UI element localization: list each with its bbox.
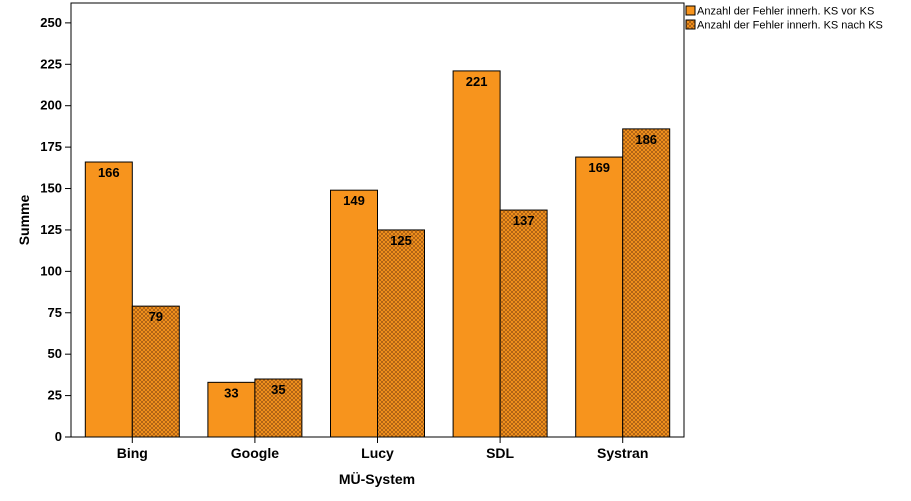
bar xyxy=(131,305,180,438)
y-tick-label: 100 xyxy=(40,263,62,278)
data-label: 221 xyxy=(466,74,488,89)
y-tick-label: 50 xyxy=(48,346,62,361)
y-tick-label: 125 xyxy=(40,222,62,237)
bar xyxy=(622,128,671,438)
x-axis: Bing Google Lucy SDL Systran xyxy=(117,437,648,461)
y-tick-label: 200 xyxy=(40,98,62,113)
bar xyxy=(377,229,425,438)
y-axis-title: Summe xyxy=(16,195,32,246)
y-tick-label: 175 xyxy=(40,139,62,154)
bar xyxy=(452,70,501,438)
data-label: 79 xyxy=(149,309,163,324)
data-label: 186 xyxy=(635,132,657,147)
bar xyxy=(575,156,624,438)
legend-label: Anzahl der Fehler innerh. KS vor KS xyxy=(697,6,874,18)
y-tick-label: 25 xyxy=(48,388,62,403)
bar xyxy=(330,189,378,438)
y-tick-label: 0 xyxy=(55,429,62,444)
bars-group: 166 79 33 35 149 125 221 137 169 186 xyxy=(84,70,671,438)
x-axis-title: MÜ-System xyxy=(339,471,415,487)
x-tick-label: Bing xyxy=(117,445,148,461)
data-label: 33 xyxy=(224,385,238,400)
bar xyxy=(254,378,303,438)
data-label: 149 xyxy=(343,193,365,208)
y-tick-label: 250 xyxy=(40,15,62,30)
y-tick-label: 150 xyxy=(40,181,62,196)
legend: Anzahl der Fehler innerh. KS vor KS Anzah… xyxy=(685,5,883,32)
data-label: 166 xyxy=(98,165,120,180)
y-tick-label: 75 xyxy=(48,305,62,320)
data-label: 35 xyxy=(271,382,285,397)
data-label: 137 xyxy=(513,213,535,228)
legend-label: Anzahl der Fehler innerh. KS nach KS xyxy=(697,20,883,32)
x-tick-label: Systran xyxy=(597,445,648,461)
legend-swatch xyxy=(685,5,696,16)
legend-swatch xyxy=(685,19,696,30)
bar xyxy=(207,381,256,438)
x-tick-label: Google xyxy=(231,445,279,461)
data-label: 125 xyxy=(390,233,412,248)
bar xyxy=(499,209,548,438)
data-label: 169 xyxy=(588,160,610,175)
y-axis: 0 25 50 75 100 125 150 175 200 225 250 xyxy=(40,15,71,444)
x-tick-label: SDL xyxy=(486,445,514,461)
x-tick-label: Lucy xyxy=(361,445,394,461)
y-tick-label: 225 xyxy=(40,56,62,71)
bar xyxy=(84,161,133,438)
